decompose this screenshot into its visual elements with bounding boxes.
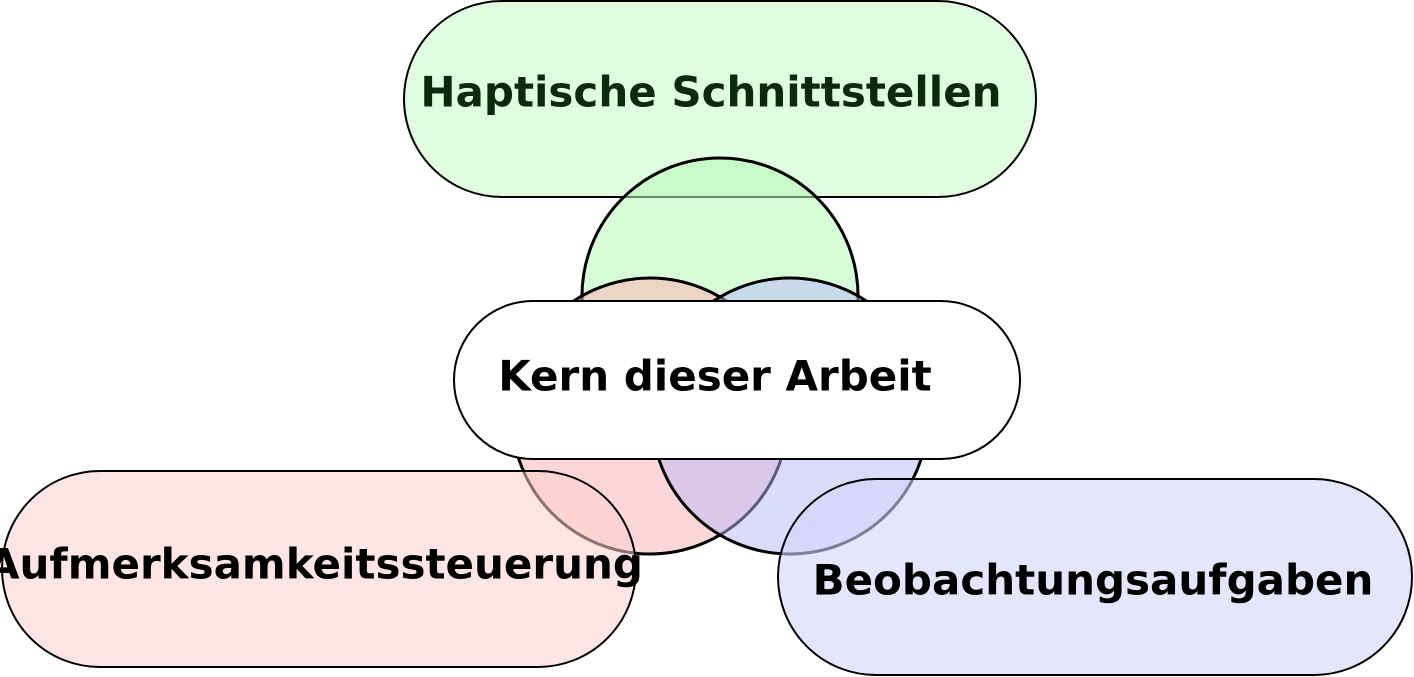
attention-control-label: Aufmerksamkeitssteuerung (0, 540, 643, 589)
observation-tasks-pill (777, 478, 1413, 676)
observation-tasks-label: Beobachtungsaufgaben (813, 556, 1374, 605)
core-work-pill (453, 300, 1021, 460)
core-work-label: Kern dieser Arbeit (498, 352, 932, 401)
haptic-interfaces-label: Haptische Schnittstellen (420, 68, 1001, 117)
attention-control-pill (1, 470, 637, 668)
